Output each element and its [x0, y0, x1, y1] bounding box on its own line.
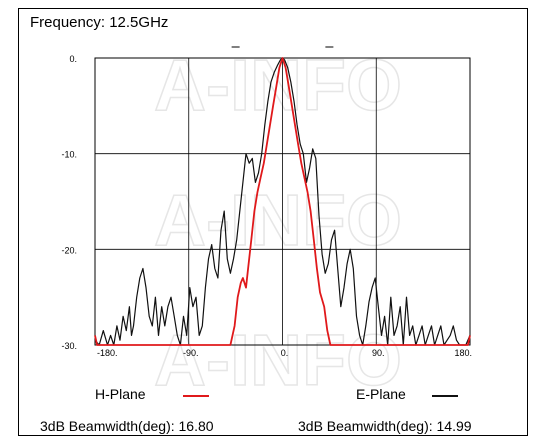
h-plane-beamwidth: 3dB Beamwidth(deg): 16.80: [40, 418, 214, 434]
watermark: A-INFO A-INFO A-INFO: [153, 45, 402, 402]
x-tick-label: 90.: [372, 348, 385, 358]
plot-grid: [94, 46, 471, 346]
frequency-label: Frequency: 12.5GHz: [30, 14, 169, 31]
watermark-text: A-INFO: [154, 321, 402, 401]
legend-swatch-h-plane: [183, 395, 209, 397]
x-tick-label: -90.: [183, 348, 199, 358]
legend-swatch-e-plane: [432, 395, 458, 397]
y-tick-label: -30.: [61, 341, 77, 351]
series-line-h-plane: [94, 57, 471, 346]
y-tick-label: 0.: [69, 54, 77, 64]
x-tick-label: -180.: [97, 348, 118, 358]
e-plane-beamwidth: 3dB Beamwidth(deg): 14.99: [298, 418, 472, 434]
tick-labels: -180. -90. 0. 90. 180. 0. -10. -20. -30.: [61, 54, 472, 358]
x-tick-label: 180.: [454, 348, 472, 358]
legend-label-e-plane: E-Plane: [356, 386, 406, 402]
y-tick-label: -20.: [61, 245, 77, 255]
watermark-text: A-INFO: [154, 46, 402, 126]
y-tick-label: -10.: [61, 150, 77, 160]
watermark-text: A-INFO: [154, 181, 402, 261]
series-lines: [94, 57, 471, 346]
x-tick-label: 0.: [281, 348, 289, 358]
legend-label-h-plane: H-Plane: [95, 386, 146, 402]
chart-frame: [18, 8, 528, 436]
